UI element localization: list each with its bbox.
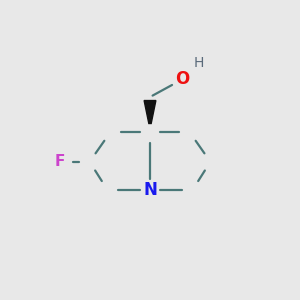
Text: H: H: [194, 56, 204, 70]
Text: O: O: [175, 70, 190, 88]
Text: N: N: [143, 181, 157, 199]
Polygon shape: [144, 100, 156, 124]
Text: F: F: [55, 154, 65, 169]
